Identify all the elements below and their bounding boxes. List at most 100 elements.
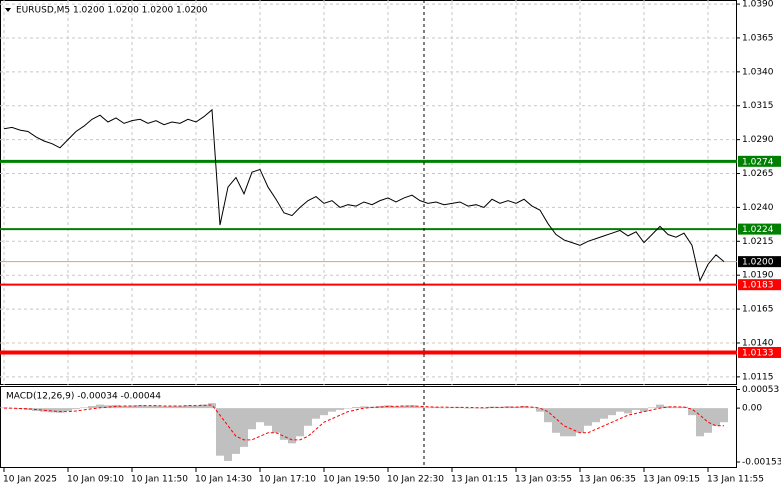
macd-bar — [224, 408, 232, 461]
macd-panel: 0.00053 0.00 -0.00153 — [0, 385, 781, 468]
macd-bar — [688, 408, 696, 416]
level-label-box — [738, 223, 781, 235]
macd-bar — [184, 405, 192, 409]
x-tick-label: 10 Jan 19:50 — [323, 475, 380, 485]
macd-bar — [288, 408, 296, 444]
macd-bar — [56, 408, 64, 413]
y-tick-label: 1.0165 — [742, 305, 774, 315]
y-tick-label: 1.0290 — [742, 135, 774, 145]
x-tick-label: 10 Jan 22:30 — [387, 475, 444, 485]
level-label: 1.0133 — [742, 348, 774, 358]
macd-label: MACD(12,26,9) -0.00034 -0.00044 — [6, 392, 161, 402]
macd-bar — [696, 408, 704, 437]
macd-bar — [520, 406, 528, 409]
macd-bar — [416, 406, 424, 409]
macd-bar — [392, 406, 400, 409]
macd-bar — [440, 407, 448, 409]
macd-bar — [624, 408, 632, 414]
macd-bar — [280, 408, 288, 440]
x-tick-label: 13 Jan 06:35 — [579, 475, 636, 485]
macd-bar — [200, 404, 208, 409]
x-tick-label: 13 Jan 09:15 — [643, 475, 700, 485]
macd-bar — [432, 407, 440, 409]
macd-bar — [408, 405, 416, 409]
macd-bar — [424, 407, 432, 409]
macd-bar — [296, 408, 304, 437]
macd-bar — [152, 405, 160, 409]
y-tick-label: 0.00 — [742, 404, 762, 414]
macd-bar — [600, 408, 608, 419]
macd-bar — [568, 408, 576, 437]
y-tick-label: 1.0215 — [742, 237, 774, 247]
macd-bar — [320, 408, 328, 416]
macd-bar — [536, 408, 544, 412]
macd-bar — [312, 408, 320, 419]
macd-bar — [24, 408, 32, 410]
macd-bar — [88, 406, 96, 409]
macd-bar — [176, 406, 184, 409]
level-label: 1.0183 — [742, 281, 774, 291]
macd-bar — [528, 407, 536, 409]
macd-bar — [264, 408, 272, 426]
main-frame — [0, 0, 737, 385]
x-tick-label: 10 Jan 2025 — [3, 475, 57, 485]
macd-bar — [656, 404, 664, 409]
macd-bar — [352, 407, 360, 409]
main-panel: 1.0390 1.0365 1.0340 1.0315 1.0290 1.0265 1.02… — [0, 0, 781, 385]
macd-bar — [48, 408, 56, 413]
macd-bar — [376, 406, 384, 409]
macd-bar — [584, 408, 592, 426]
macd-bar — [648, 407, 656, 409]
macd-bar — [216, 408, 224, 456]
y-tick-label: 1.0140 — [742, 338, 774, 348]
macd-bar — [256, 408, 264, 423]
level-label: 1.0224 — [742, 225, 774, 235]
macd-bar — [192, 405, 200, 409]
price-line — [3, 108, 725, 283]
macd-bar — [104, 405, 112, 409]
y-tick-label: -0.00153 — [742, 458, 781, 468]
macd-bar — [336, 408, 344, 410]
macd-bar — [136, 405, 144, 409]
macd-bar — [480, 408, 488, 409]
macd-bar — [64, 408, 72, 411]
macd-bar — [272, 408, 280, 433]
macd-bar — [616, 408, 624, 412]
y-tick-label: 1.0315 — [742, 101, 774, 111]
level-label-box — [738, 346, 781, 358]
level-label-box — [738, 279, 781, 291]
y-tick-label: 1.0265 — [742, 169, 774, 179]
y-tick-label: 1.0240 — [742, 203, 774, 213]
macd-bar — [640, 408, 648, 412]
y-tick-label: 1.0365 — [742, 33, 774, 43]
x-tick-label: 10 Jan 17:10 — [259, 475, 316, 485]
level-label: 1.0200 — [742, 258, 774, 268]
macd-bar — [704, 408, 712, 433]
level-label-box — [738, 256, 781, 268]
signal-line — [4, 404, 724, 441]
y-tick-label: 1.0190 — [742, 271, 774, 281]
macd-bar — [248, 408, 256, 430]
macd-bar — [360, 406, 368, 409]
macd-bar — [456, 407, 464, 409]
y-tick-label: 1.0115 — [742, 372, 774, 382]
macd-bar — [168, 406, 176, 409]
macd-bar — [128, 405, 136, 409]
macd-bar — [608, 408, 616, 416]
macd-bar — [560, 408, 568, 437]
macd-bar — [712, 408, 720, 426]
x-tick-label: 13 Jan 11:55 — [707, 475, 764, 485]
macd-bar — [592, 408, 600, 423]
macd-bar — [496, 407, 504, 409]
macd-bar — [672, 407, 680, 409]
menu-triangle — [5, 8, 11, 12]
x-tick-label: 13 Jan 01:15 — [451, 475, 508, 485]
y-tick-label: 1.0390 — [742, 0, 774, 10]
x-tick-label: 10 Jan 14:30 — [195, 475, 252, 485]
x-tick-label: 13 Jan 03:55 — [515, 475, 572, 485]
macd-bar — [720, 408, 728, 423]
level-label-box — [738, 155, 781, 167]
macd-frame — [0, 386, 737, 468]
